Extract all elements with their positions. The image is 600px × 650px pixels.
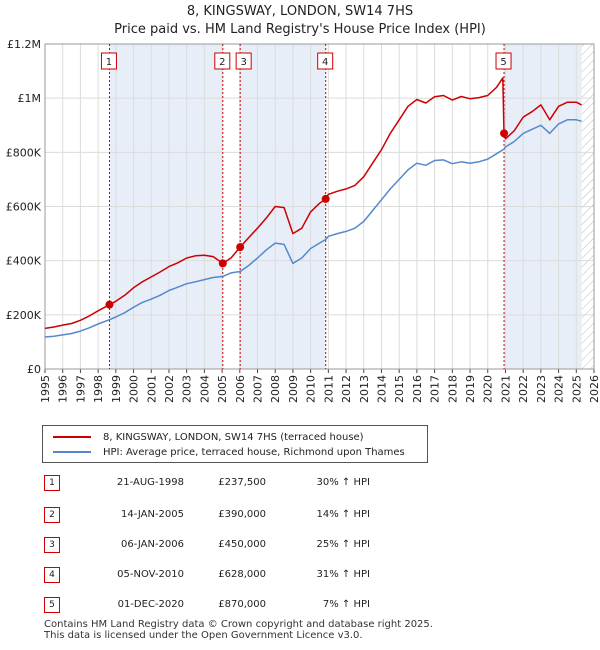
sale-number-label: 4 [322,57,328,68]
sale-row-2: 2 14-JAN-2005 £390,000 14% ↑ HPI [0,507,600,523]
sale-number-box [214,52,231,70]
sale-point [321,194,330,203]
sale-date: 01-DEC-2020 [117,599,184,610]
x-tick-label: 2012 [340,375,353,403]
sale-number-label: 1 [106,57,112,68]
chart-title: 8, KINGSWAY, LONDON, SW14 7HS [186,4,414,19]
x-tick-label: 1998 [92,375,105,403]
x-tick-label: 2013 [358,375,371,403]
sale-price: £628,000 [218,569,266,580]
sale-date: 14-JAN-2005 [120,509,184,520]
chart-legend: 8, KINGSWAY, LONDON, SW14 7HS (terraced … [42,425,428,463]
y-tick-label: £1M [18,92,42,105]
x-tick-label: 2009 [287,375,300,403]
sale-hpi-diff: 14% ↑ HPI [316,509,370,520]
x-tick-label: 2010 [305,375,318,403]
sale-price: £870,000 [218,599,266,610]
x-tick-label: 2021 [499,375,512,403]
legend-label-property: 8, KINGSWAY, LONDON, SW14 7HS (terraced … [103,431,364,443]
plot-border [44,43,595,370]
x-tick-label: 2003 [181,375,194,403]
x-tick-label: 2014 [375,375,388,403]
x-tick-label: 2004 [198,375,211,403]
x-tick-label: 2017 [429,375,442,403]
sale-point [236,243,245,252]
legend-line-blue [53,451,91,453]
sale-hpi-diff: 31% ↑ HPI [316,569,370,580]
x-tick-label: 2006 [234,375,247,403]
sale-number-box [495,52,512,70]
x-tick-label: 1996 [57,375,70,403]
legend-entry-property: 8, KINGSWAY, LONDON, SW14 7HS (terraced … [53,430,364,444]
sale-date: 21-AUG-1998 [116,477,184,488]
legend-entry-hpi: HPI: Average price, terraced house, Rich… [53,445,405,459]
sale-number-box [235,52,252,70]
sale-row-3: 3 06-JAN-2006 £450,000 25% ↑ HPI [0,537,600,553]
sale-row-4: 4 05-NOV-2010 £628,000 31% ↑ HPI [0,567,600,583]
sale-point [105,300,114,309]
y-tick-label: £400K [6,255,42,268]
y-tick-label: £800K [6,146,42,159]
sale-badge: 4 [44,567,60,583]
x-tick-label: 2026 [588,375,600,403]
x-tick-label: 2023 [535,375,548,403]
sale-badge: 2 [44,507,60,523]
sale-number-box [100,52,117,70]
x-tick-label: 2015 [393,375,406,403]
y-tick-label: £200K [6,309,42,322]
x-tick-label: 2005 [216,375,229,403]
sale-date: 05-NOV-2010 [117,569,184,580]
legend-line-red [53,436,91,438]
x-tick-label: 2020 [482,375,495,403]
sale-badge: 3 [44,537,60,553]
x-tick-label: 2008 [269,375,282,403]
sale-badge: 5 [44,597,60,613]
sale-number-box [317,52,334,70]
y-tick-label: £0 [27,363,41,376]
sale-number-label: 3 [240,57,246,68]
x-tick-label: 1995 [39,375,52,403]
sale-point [500,129,509,138]
x-tick-label: 2001 [145,375,158,403]
y-tick-label: £1.2M [7,38,41,51]
x-tick-label: 2018 [446,375,459,403]
x-tick-label: 2011 [322,375,335,403]
sale-date: 06-JAN-2006 [120,539,184,550]
sale-price: £390,000 [218,509,266,520]
sale-number-label: 2 [219,57,225,68]
hpi-line [44,119,582,338]
x-tick-label: 1997 [74,375,87,403]
sale-number-label: 5 [500,57,506,68]
y-tick-label: £600K [6,201,42,214]
sale-price: £450,000 [218,539,266,550]
x-tick-label: 2022 [517,375,530,403]
sale-hpi-diff: 7% ↑ HPI [322,599,370,610]
x-tick-label: 1999 [110,375,123,403]
sale-hpi-diff: 25% ↑ HPI [316,539,370,550]
sale-point [218,259,227,268]
sale-badge: 1 [44,475,60,491]
price-chart: £0 £200K £400K £600K £800K £1M £1.2M 1995 1996 19… [6,38,600,403]
legend-label-hpi: HPI: Average price, terraced house, Rich… [103,446,405,458]
footer-copyright: Contains HM Land Registry data © Crown c… [44,619,433,630]
sale-hpi-diff: 30% ↑ HPI [316,477,370,488]
x-tick-label: 2024 [553,375,566,403]
x-tick-label: 2002 [163,375,176,403]
x-tick-label: 2016 [411,375,424,403]
x-tick-label: 2000 [128,375,141,403]
sale-row-5: 5 01-DEC-2020 £870,000 7% ↑ HPI [0,597,600,613]
x-tick-label: 2007 [252,375,265,403]
chart-subtitle: Price paid vs. HM Land Registry's House … [114,22,486,37]
sale-row-1: 1 21-AUG-1998 £237,500 30% ↑ HPI [0,475,600,491]
footer-licence: This data is licensed under the Open Gov… [44,630,363,641]
x-tick-label: 2025 [570,375,583,403]
x-tick-label: 2019 [464,375,477,403]
sale-price: £237,500 [218,477,266,488]
